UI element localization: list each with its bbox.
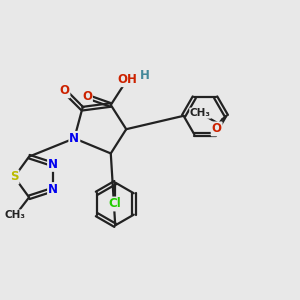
Text: Cl: Cl bbox=[109, 197, 122, 211]
Text: S: S bbox=[10, 170, 19, 184]
Text: O: O bbox=[59, 84, 69, 97]
Text: N: N bbox=[69, 132, 79, 145]
Text: H: H bbox=[140, 69, 150, 82]
Text: CH₃: CH₃ bbox=[5, 210, 26, 220]
Text: CH₃: CH₃ bbox=[190, 108, 211, 118]
Text: N: N bbox=[48, 158, 58, 171]
Text: OH: OH bbox=[117, 73, 137, 86]
Text: N: N bbox=[48, 183, 58, 196]
Text: O: O bbox=[82, 90, 92, 103]
Text: O: O bbox=[212, 122, 222, 135]
